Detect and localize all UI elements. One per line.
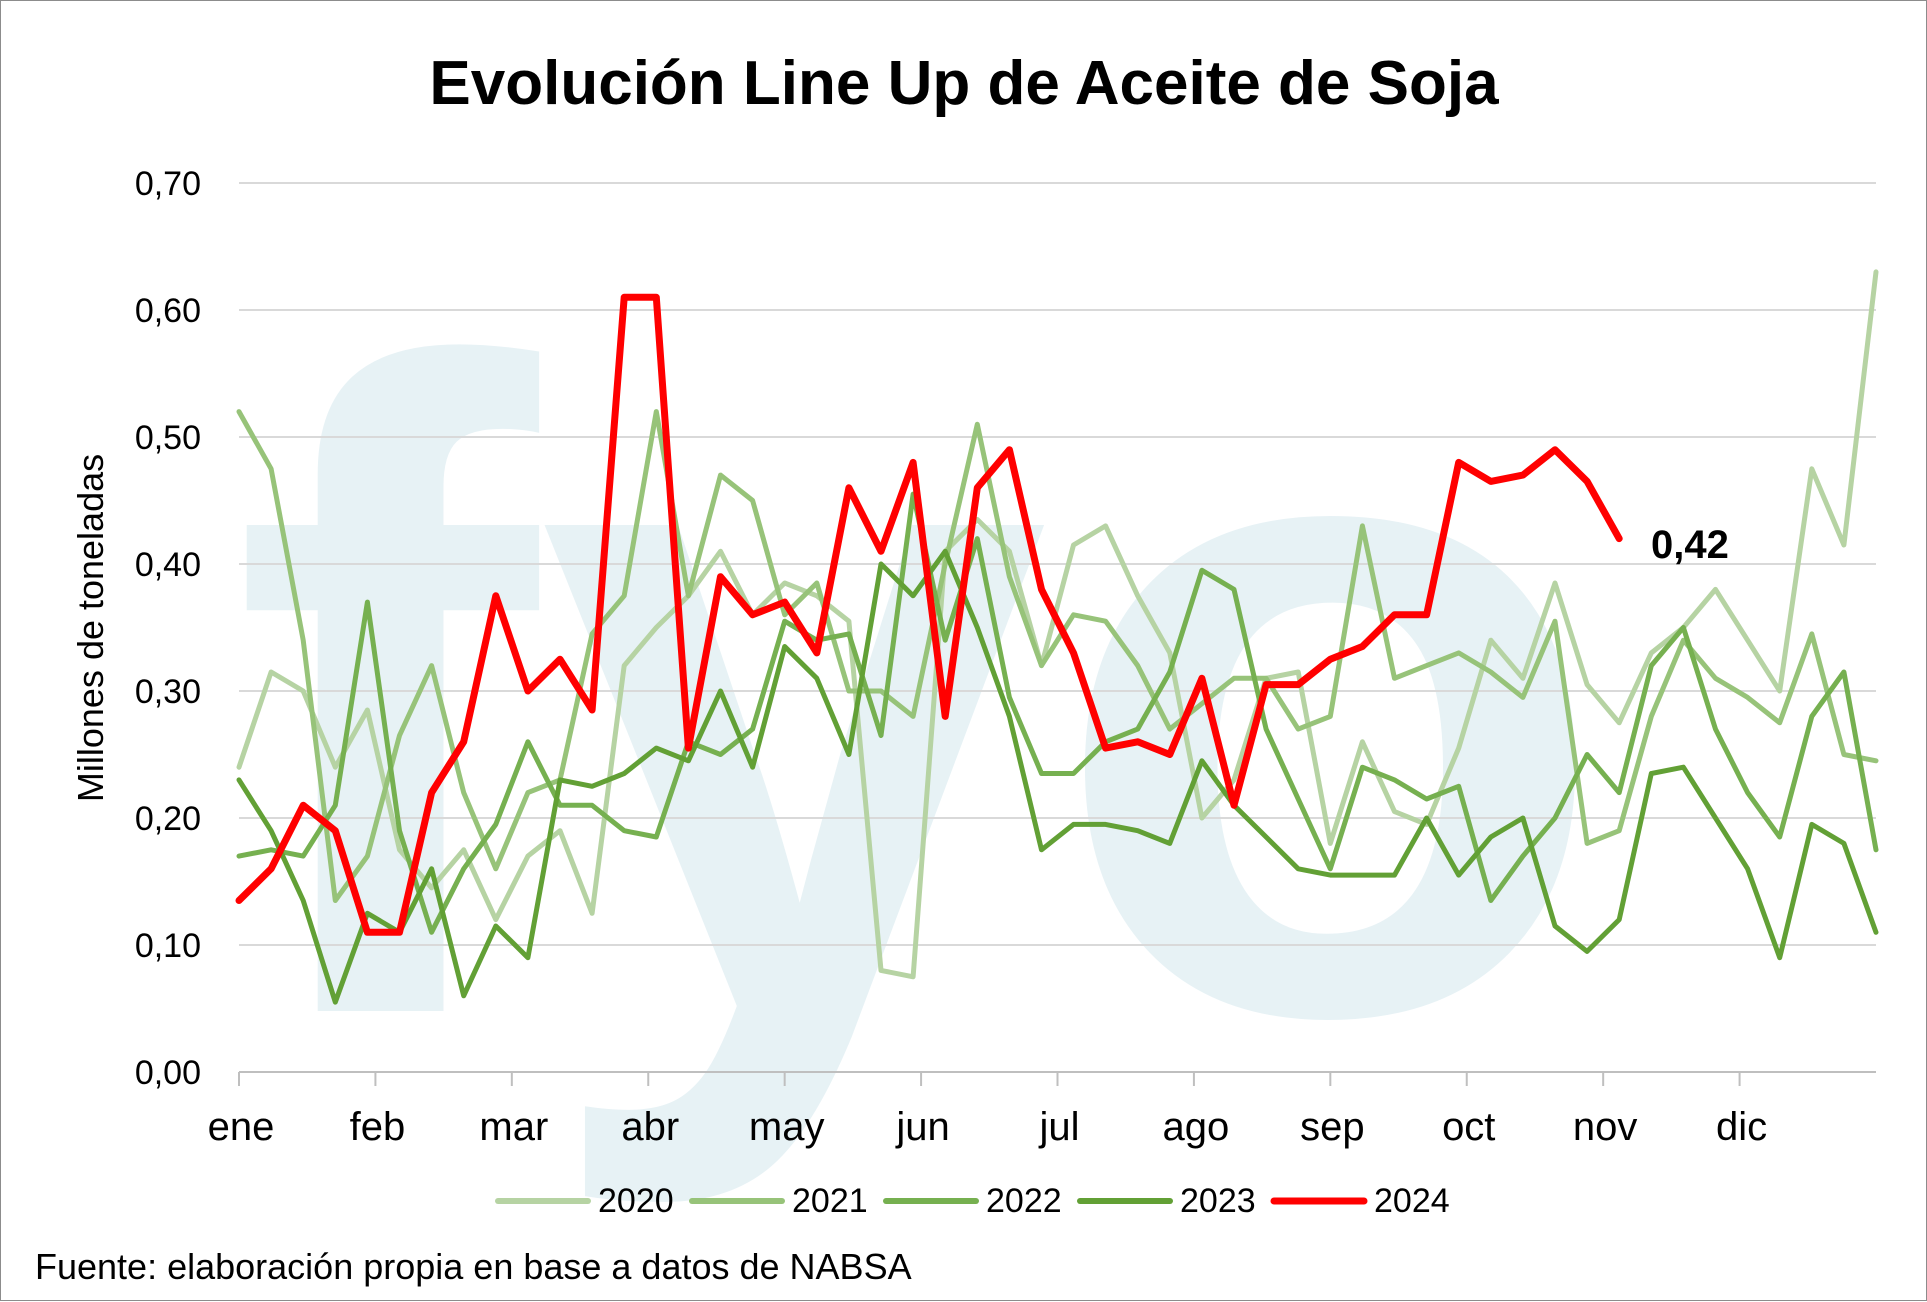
legend-label-2024: 2024 <box>1374 1182 1450 1220</box>
legend-label-2021: 2021 <box>792 1182 868 1220</box>
x-tick-label: nov <box>1573 1105 1638 1149</box>
series-line-2024 <box>235 293 1623 936</box>
legend-label-2023: 2023 <box>1180 1182 1256 1220</box>
x-tick-label: oct <box>1442 1105 1495 1149</box>
source-note: Fuente: elaboración propia en base a dat… <box>35 1246 912 1287</box>
y-tick-label: 0,70 <box>135 165 201 203</box>
x-tick-label: ago <box>1163 1105 1230 1149</box>
x-axis: ene feb mar abr may jun jul ago sep oct nov dic <box>208 1071 1876 1149</box>
x-tick-label: ene <box>208 1105 275 1149</box>
y-axis-label: Millones de toneladas <box>70 454 111 802</box>
x-tick-label: abr <box>621 1105 679 1149</box>
x-tick-label: mar <box>479 1105 548 1149</box>
chart-title: Evolución Line Up de Aceite de Soja <box>429 49 1499 118</box>
series-lines <box>235 269 1879 1005</box>
series-line-2020 <box>236 269 1879 980</box>
series-line-2021 <box>236 409 1879 903</box>
legend: 2020 2021 2022 2023 2024 <box>495 1182 1450 1220</box>
y-tick-label: 0,30 <box>135 673 201 711</box>
x-tick-label: feb <box>350 1105 406 1149</box>
y-tick-label: 0,60 <box>135 292 201 330</box>
y-tick-label: 0,40 <box>135 546 201 584</box>
x-tick-label: may <box>749 1105 825 1149</box>
series-line-2023 <box>236 548 1879 1005</box>
x-tick-label: jul <box>1038 1105 1079 1149</box>
x-tick-label: dic <box>1716 1105 1767 1149</box>
y-axis-ticks: 0,00 0,10 0,20 0,30 0,40 0,50 0,60 0,70 <box>135 165 201 1092</box>
x-tick-label: jun <box>895 1105 949 1149</box>
y-tick-label: 0,00 <box>135 1054 201 1092</box>
y-tick-label: 0,10 <box>135 927 201 965</box>
legend-label-2020: 2020 <box>598 1182 674 1220</box>
last-value-annotation: 0,42 <box>1651 523 1729 567</box>
y-tick-label: 0,50 <box>135 419 201 457</box>
x-tick-label: sep <box>1300 1105 1365 1149</box>
watermark-logo: fyo <box>231 178 1611 1212</box>
y-tick-label: 0,20 <box>135 800 201 838</box>
watermark-text: fyo <box>231 178 1611 1212</box>
legend-label-2022: 2022 <box>986 1182 1062 1220</box>
series-line-2022 <box>236 491 1879 935</box>
